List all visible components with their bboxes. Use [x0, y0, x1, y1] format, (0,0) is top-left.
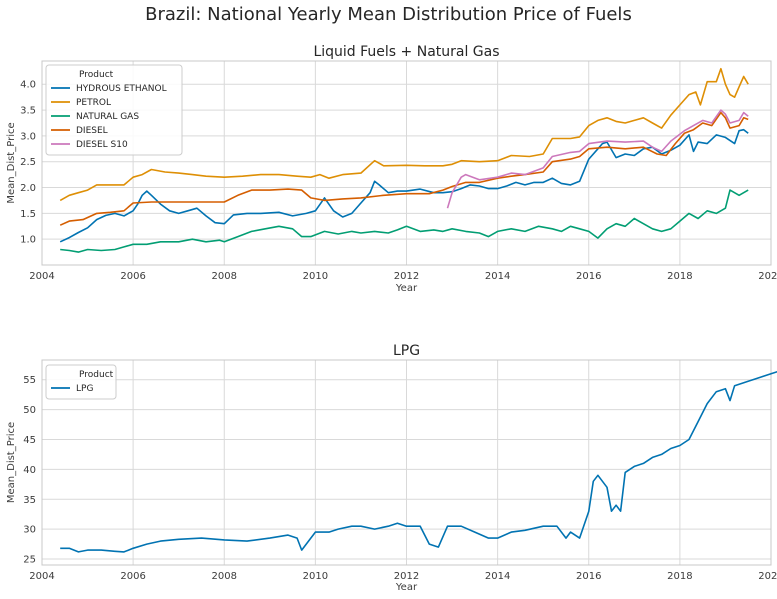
- chart-panel-0: 2004 2006 2008 2010 2012 2014 2016 2018 2020 1.0 1…: [6, 44, 777, 294]
- x-tick-label: 2014: [485, 271, 510, 282]
- y-tick-label: 35: [23, 495, 36, 506]
- y-tick-label: 55: [23, 375, 36, 386]
- x-tick-label: 2008: [212, 571, 237, 582]
- series-line-diesel-s10: [446, 109, 749, 209]
- x-axis-label: Year: [395, 582, 418, 593]
- series-line-petrol: [59, 67, 749, 202]
- series-line-natural-gas: [60, 189, 749, 253]
- x-axis-label: Year: [395, 283, 418, 294]
- figure-title: Brazil: National Yearly Mean Distributio…: [145, 4, 632, 25]
- plot-frame: [41, 359, 772, 566]
- legend-label: DIESEL S10: [76, 140, 128, 150]
- y-tick-label: 50: [23, 405, 36, 416]
- chart-title: Liquid Fuels + Natural Gas: [313, 44, 499, 60]
- x-tick-label: 2016: [576, 271, 601, 282]
- x-tick-label: 2010: [303, 571, 328, 582]
- x-tick-label: 2006: [120, 571, 145, 582]
- y-tick-label: 40: [23, 465, 36, 476]
- x-tick-label: 2006: [120, 271, 145, 282]
- y-tick-label: 45: [23, 435, 36, 446]
- y-tick-label: 25: [23, 555, 36, 566]
- y-tick-label: 1.5: [20, 209, 36, 220]
- y-tick-label: 3.5: [20, 106, 36, 117]
- x-tick-label: 2008: [212, 271, 237, 282]
- x-tick-label: 2018: [667, 571, 692, 582]
- y-tick-label: 4.0: [20, 80, 36, 91]
- x-tick-label: 2010: [303, 271, 328, 282]
- legend-title: Product: [79, 70, 114, 80]
- plot-frame: [41, 60, 772, 266]
- y-tick-label: 1.0: [20, 235, 36, 246]
- y-axis-label: Mean_Dist_Price: [6, 122, 17, 203]
- y-tick-label: 3.0: [20, 131, 36, 142]
- legend-title: Product: [79, 370, 114, 380]
- x-tick-label: 2004: [29, 571, 54, 582]
- legend-label: LPG: [76, 384, 93, 394]
- series-line-diesel: [59, 111, 749, 226]
- series-line-lpg: [60, 370, 777, 553]
- x-tick-label: 2020: [758, 271, 777, 282]
- x-tick-label: 2004: [29, 271, 54, 282]
- x-tick-label: 2018: [667, 271, 692, 282]
- x-tick-label: 2014: [485, 571, 510, 582]
- legend-label: DIESEL: [76, 126, 108, 136]
- chart-title: LPG: [393, 343, 420, 359]
- legend-box: [45, 64, 183, 156]
- x-tick-label: 2012: [394, 271, 419, 282]
- y-tick-label: 30: [23, 525, 36, 536]
- legend-label: HYDROUS ETHANOL: [76, 84, 167, 94]
- chart-panel-1: 2004 2006 2008 2010 2012 2014 2016 2018 2020 25 30…: [6, 343, 777, 593]
- legend-box: [45, 364, 117, 400]
- y-tick-label: 2.5: [20, 157, 36, 168]
- x-tick-label: 2020: [758, 571, 777, 582]
- legend-label: PETROL: [76, 98, 111, 108]
- y-tick-label: 2.0: [20, 183, 36, 194]
- x-tick-label: 2012: [394, 571, 419, 582]
- y-axis-label: Mean_Dist_Price: [6, 422, 17, 503]
- legend-label: NATURAL GAS: [76, 112, 139, 122]
- x-tick-label: 2016: [576, 571, 601, 582]
